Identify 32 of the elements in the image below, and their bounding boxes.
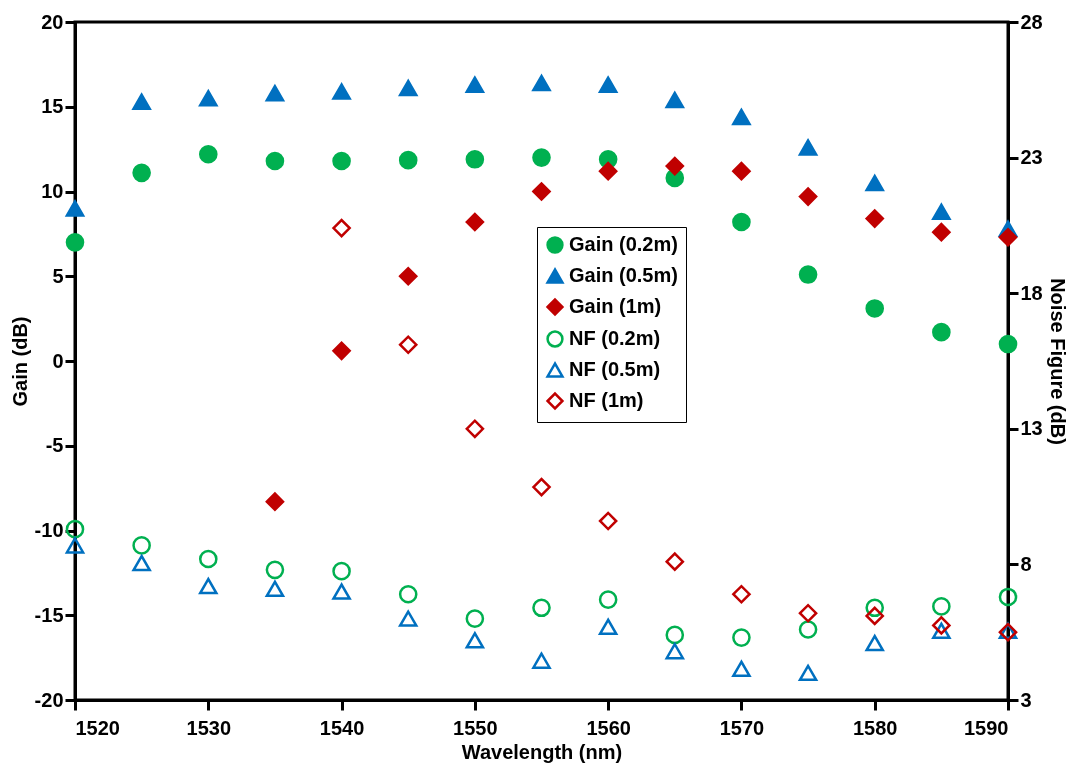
x-tick-label: 1590 [964,716,1009,739]
x-tick-label: 1520 [75,716,120,739]
y-tick-label: -20 [34,688,64,711]
x-tick-label: 1570 [719,716,765,739]
y2-tick-label: 8 [1020,552,1032,575]
x-axis-title: Wavelength (nm) [461,740,623,763]
y-tick-label: 15 [41,95,64,118]
y2-axis-title: Noise Figure (dB) [1046,278,1069,445]
y2-tick-label: 13 [1020,417,1043,440]
legend-label: Gain (1m) [569,295,662,317]
y2-tick-label: 23 [1020,146,1043,169]
legend-label: Gain (0.2m) [569,233,678,255]
y-tick-label: -10 [34,519,64,541]
y-tick-label: 0 [52,349,64,372]
y-tick-label: 5 [52,264,64,287]
x-tick-label: 1550 [453,716,498,739]
y2-tick-label: 28 [1020,10,1043,33]
y-tick-label: -15 [34,603,64,626]
legend-label: Gain (0.5m) [569,264,678,286]
y-tick-label: 20 [41,10,64,33]
legend-label: NF (1m) [569,389,644,411]
legend-label: NF (0.5m) [569,358,661,380]
x-tick-label: 1540 [319,716,365,739]
x-tick-label: 1530 [186,716,232,739]
y2-tick-label: 3 [1020,688,1032,711]
x-tick-label: 1560 [586,716,631,739]
y2-tick-label: 18 [1020,281,1043,304]
x-tick-label: 1580 [852,716,898,739]
legend-label: NF (0.2m) [569,327,661,349]
y-axis-title: Gain (dB) [8,316,31,407]
y-tick-label: -5 [45,434,64,457]
y-tick-label: 10 [41,180,64,202]
